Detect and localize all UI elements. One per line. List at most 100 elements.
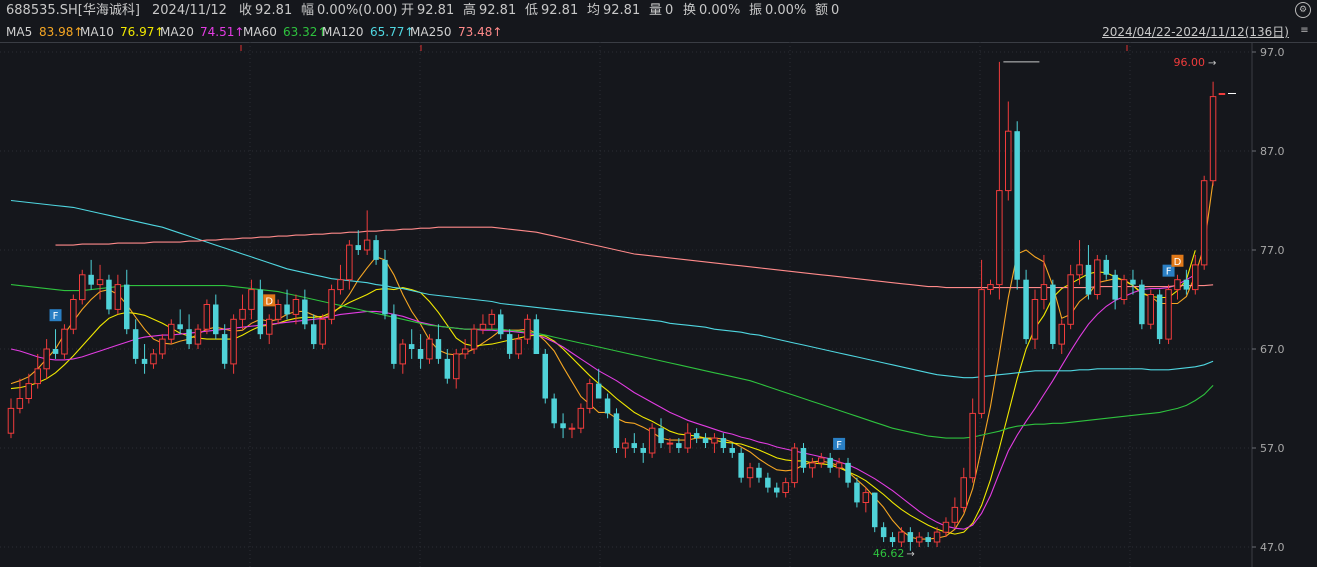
candle[interactable] xyxy=(720,433,727,453)
candle[interactable] xyxy=(746,462,754,488)
candle[interactable] xyxy=(213,294,219,340)
candle[interactable] xyxy=(711,433,718,453)
candle[interactable] xyxy=(640,443,647,463)
candle[interactable] xyxy=(426,334,433,364)
candle[interactable] xyxy=(756,462,762,483)
candle[interactable] xyxy=(363,210,371,255)
candle[interactable] xyxy=(399,339,406,374)
candle[interactable] xyxy=(444,349,451,384)
candle[interactable] xyxy=(106,274,112,315)
candle[interactable] xyxy=(292,294,300,325)
candle[interactable] xyxy=(159,334,166,359)
candle[interactable] xyxy=(960,467,967,513)
candle[interactable] xyxy=(1139,279,1145,330)
candle[interactable] xyxy=(1200,175,1208,270)
candle[interactable] xyxy=(1156,289,1163,345)
candle[interactable] xyxy=(257,279,264,340)
candle[interactable] xyxy=(284,289,290,320)
candle[interactable] xyxy=(1014,121,1020,290)
candle[interactable] xyxy=(408,329,415,359)
candle[interactable] xyxy=(373,235,379,265)
candle[interactable] xyxy=(782,477,789,498)
candle[interactable] xyxy=(506,329,513,359)
candle[interactable] xyxy=(1112,269,1118,310)
candle[interactable] xyxy=(70,294,77,335)
candle[interactable] xyxy=(631,433,638,453)
candle[interactable] xyxy=(765,472,771,493)
candle[interactable] xyxy=(1040,254,1048,310)
candle[interactable] xyxy=(346,240,353,290)
menu-icon[interactable]: ≡ xyxy=(1300,25,1309,36)
candle[interactable] xyxy=(194,324,202,349)
candle[interactable] xyxy=(622,438,629,458)
candle[interactable] xyxy=(266,314,273,345)
candle[interactable] xyxy=(453,349,460,389)
candle[interactable] xyxy=(25,373,32,404)
candle[interactable] xyxy=(978,259,985,419)
candle[interactable] xyxy=(230,314,237,374)
candle[interactable] xyxy=(1076,240,1083,285)
candle[interactable] xyxy=(1067,264,1074,330)
candle[interactable] xyxy=(1031,289,1039,349)
candle[interactable] xyxy=(498,309,504,340)
candle[interactable] xyxy=(515,334,522,359)
candle[interactable] xyxy=(568,423,576,439)
candle[interactable] xyxy=(791,443,798,488)
candle[interactable] xyxy=(1165,284,1172,345)
candle[interactable] xyxy=(613,408,620,453)
candle[interactable] xyxy=(542,349,549,404)
candle[interactable] xyxy=(61,324,68,359)
candle[interactable] xyxy=(925,532,931,547)
candle[interactable] xyxy=(577,403,585,434)
candle[interactable] xyxy=(168,319,175,345)
candle[interactable] xyxy=(328,284,335,325)
candle[interactable] xyxy=(586,378,593,414)
candle[interactable] xyxy=(355,230,362,255)
candle[interactable] xyxy=(942,517,950,538)
candle[interactable] xyxy=(854,477,860,508)
candle[interactable] xyxy=(1085,245,1092,300)
candle[interactable] xyxy=(666,438,674,453)
candle[interactable] xyxy=(177,309,183,335)
candle[interactable] xyxy=(79,269,86,305)
settings-icon[interactable]: ⚙ xyxy=(1295,2,1311,18)
candle[interactable] xyxy=(1174,274,1181,300)
candle[interactable] xyxy=(461,339,469,359)
candle[interactable] xyxy=(88,259,94,290)
candle[interactable] xyxy=(16,378,24,414)
candle[interactable] xyxy=(658,418,664,448)
candle[interactable] xyxy=(274,299,282,325)
candle[interactable] xyxy=(1192,254,1199,295)
candle[interactable] xyxy=(1120,274,1128,305)
candle[interactable] xyxy=(827,452,833,473)
candle[interactable] xyxy=(907,527,914,551)
candle[interactable] xyxy=(774,482,780,498)
candle[interactable] xyxy=(551,393,557,429)
candle[interactable] xyxy=(916,532,923,547)
candle[interactable] xyxy=(1005,101,1012,201)
candle[interactable] xyxy=(676,438,682,453)
candle[interactable] xyxy=(311,314,317,349)
candle[interactable] xyxy=(533,314,540,354)
candle[interactable] xyxy=(239,294,246,330)
candle[interactable] xyxy=(898,527,905,547)
candle[interactable] xyxy=(302,289,308,330)
candle[interactable] xyxy=(1050,279,1056,349)
candle[interactable] xyxy=(969,398,976,483)
candle[interactable] xyxy=(479,314,487,335)
candle[interactable] xyxy=(221,324,228,369)
candle[interactable] xyxy=(889,532,896,547)
candle[interactable] xyxy=(738,448,744,483)
candle[interactable] xyxy=(693,428,700,444)
candle[interactable] xyxy=(933,527,941,547)
candle[interactable] xyxy=(124,269,130,335)
candle[interactable] xyxy=(835,457,843,478)
candle[interactable] xyxy=(203,299,211,335)
candle[interactable] xyxy=(96,264,104,300)
candle[interactable] xyxy=(1147,289,1154,330)
candle[interactable] xyxy=(132,319,139,364)
candle[interactable] xyxy=(1130,269,1136,295)
candle[interactable] xyxy=(862,487,870,513)
candle[interactable] xyxy=(1094,254,1101,300)
